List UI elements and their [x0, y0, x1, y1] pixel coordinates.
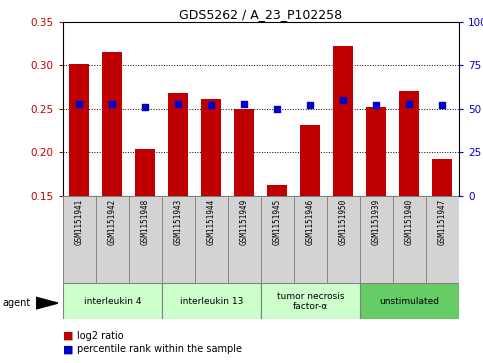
- Bar: [63, 283, 162, 319]
- Text: GSM1151949: GSM1151949: [240, 199, 249, 245]
- Bar: [70, 65, 89, 196]
- Point: [75, 101, 83, 107]
- Text: tumor necrosis
factor-α: tumor necrosis factor-α: [277, 291, 344, 311]
- Point: [142, 104, 149, 110]
- Point: [273, 106, 281, 112]
- Bar: [333, 46, 353, 196]
- Bar: [169, 93, 188, 196]
- Text: GSM1151942: GSM1151942: [108, 199, 117, 245]
- Text: GSM1151944: GSM1151944: [207, 199, 216, 245]
- Text: GSM1151948: GSM1151948: [141, 199, 150, 245]
- Text: GSM1151945: GSM1151945: [273, 199, 282, 245]
- Bar: [360, 283, 459, 319]
- Point: [307, 102, 314, 108]
- Bar: [393, 196, 426, 283]
- Text: ■: ■: [63, 331, 73, 341]
- Bar: [201, 99, 221, 196]
- Polygon shape: [36, 297, 58, 309]
- Point: [241, 101, 248, 107]
- Text: interleukin 4: interleukin 4: [84, 297, 141, 306]
- Bar: [261, 196, 294, 283]
- Bar: [135, 149, 155, 196]
- Bar: [360, 196, 393, 283]
- Point: [340, 97, 347, 103]
- Point: [174, 101, 182, 107]
- Bar: [432, 159, 452, 196]
- Text: GSM1151950: GSM1151950: [339, 199, 348, 245]
- Text: GSM1151939: GSM1151939: [372, 199, 381, 245]
- Bar: [228, 196, 261, 283]
- Text: log2 ratio: log2 ratio: [77, 331, 124, 341]
- Text: GSM1151946: GSM1151946: [306, 199, 315, 245]
- Bar: [399, 91, 419, 196]
- Text: GSM1151943: GSM1151943: [174, 199, 183, 245]
- Bar: [162, 196, 195, 283]
- Text: interleukin 13: interleukin 13: [180, 297, 243, 306]
- Text: agent: agent: [2, 298, 30, 308]
- Bar: [234, 109, 254, 196]
- Bar: [268, 185, 287, 196]
- Bar: [261, 283, 360, 319]
- Text: GSM1151940: GSM1151940: [405, 199, 414, 245]
- Title: GDS5262 / A_23_P102258: GDS5262 / A_23_P102258: [179, 8, 342, 21]
- Bar: [63, 196, 96, 283]
- Text: ■: ■: [63, 344, 73, 354]
- Bar: [102, 52, 122, 196]
- Text: percentile rank within the sample: percentile rank within the sample: [77, 344, 242, 354]
- Point: [439, 102, 446, 108]
- Bar: [129, 196, 162, 283]
- Bar: [96, 196, 129, 283]
- Bar: [327, 196, 360, 283]
- Bar: [294, 196, 327, 283]
- Point: [406, 101, 413, 107]
- Text: GSM1151947: GSM1151947: [438, 199, 447, 245]
- Bar: [367, 107, 386, 196]
- Bar: [426, 196, 459, 283]
- Point: [372, 102, 380, 108]
- Bar: [162, 283, 261, 319]
- Bar: [300, 126, 320, 196]
- Text: GSM1151941: GSM1151941: [75, 199, 84, 245]
- Text: unstimulated: unstimulated: [379, 297, 440, 306]
- Point: [208, 102, 215, 108]
- Point: [108, 101, 116, 107]
- Bar: [195, 196, 228, 283]
